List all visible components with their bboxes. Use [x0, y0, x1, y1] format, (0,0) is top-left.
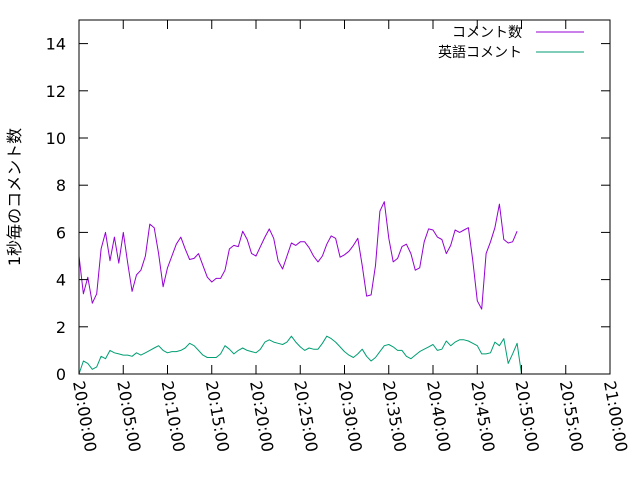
x-tick-label: 20:30:00	[335, 379, 366, 453]
x-tick-label: 20:40:00	[423, 379, 454, 453]
y-tick-label: 14	[46, 35, 66, 54]
axis-layer: 0 2 4 6 8 10 12 14 20:00:00 20:05:00 20:10:00 20:15…	[46, 20, 631, 453]
y-tick-label: 0	[56, 365, 66, 384]
plot-frame	[78, 19, 611, 375]
y-tick-label: 4	[56, 271, 66, 290]
y-tick-label: 6	[56, 223, 66, 242]
series-line-1	[78, 201, 518, 310]
y-tick-label: 2	[56, 318, 66, 337]
legend-label: 英語コメント	[438, 44, 522, 61]
y-tick-label: 10	[46, 129, 66, 148]
y-tick-label: 8	[56, 176, 66, 195]
x-tick-label: 21:00:00	[600, 379, 631, 453]
x-tick-label: 20:50:00	[512, 379, 543, 453]
y-axis-title: 1秒毎のコメント数	[5, 128, 24, 266]
x-tick-label: 20:15:00	[202, 379, 233, 453]
x-tick-label: 20:10:00	[158, 379, 189, 453]
series-layer	[78, 201, 522, 375]
y-tick-label: 12	[46, 82, 66, 101]
x-tick-label: 20:55:00	[556, 379, 587, 453]
x-tick-label: 20:35:00	[379, 379, 410, 453]
x-tick-label: 20:25:00	[290, 379, 321, 453]
series-line-2	[78, 335, 522, 375]
x-tick-label: 20:00:00	[69, 379, 100, 453]
x-tick-label: 20:05:00	[113, 379, 144, 453]
x-tick-label: 20:45:00	[467, 379, 498, 453]
legend-label: コメント数	[452, 25, 522, 41]
x-tick-label: 20:20:00	[246, 379, 277, 453]
